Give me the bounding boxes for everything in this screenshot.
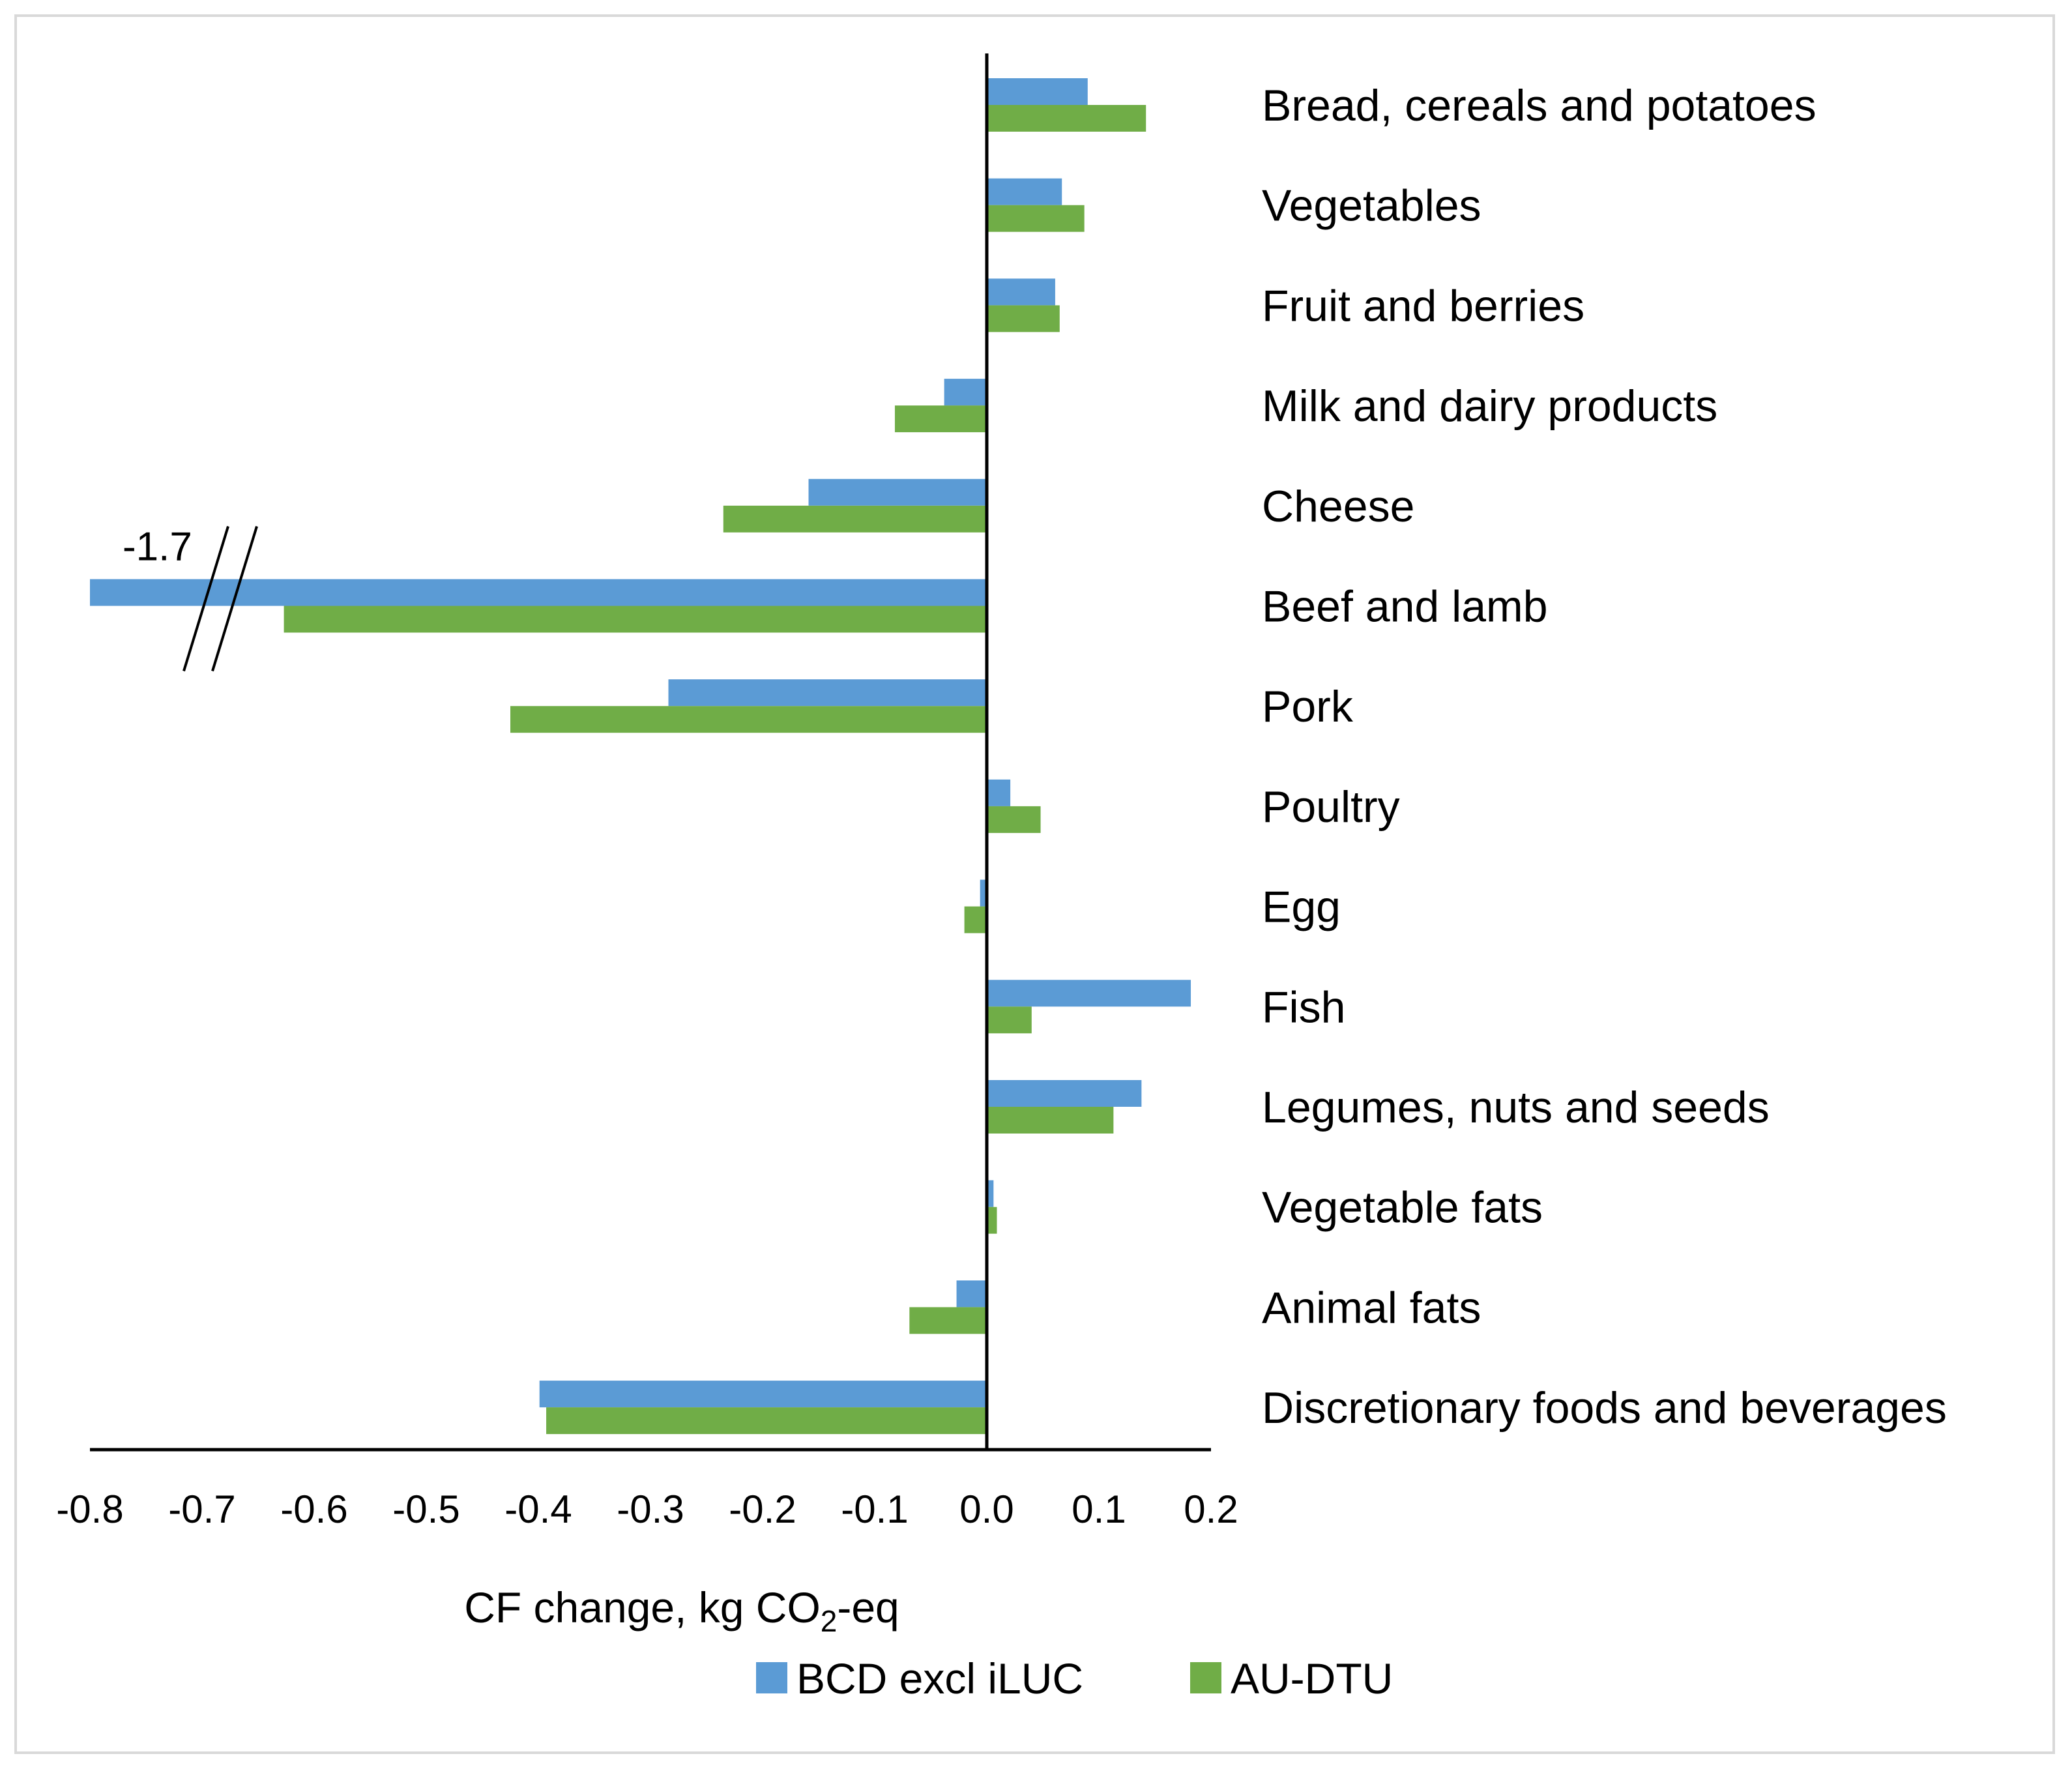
- bars-layer: [90, 78, 1191, 1435]
- bar-bcd-excl-iluc-vegetable-fats: [987, 1180, 994, 1207]
- x-axis-title-subscript: 2: [821, 1604, 838, 1638]
- bar-bcd-excl-iluc-fish: [987, 980, 1191, 1007]
- x-tick-label: -0.1: [841, 1487, 908, 1531]
- category-label-legumes-nuts-and-seeds: Legumes, nuts and seeds: [1262, 1083, 1770, 1132]
- legend-swatch-au-dtu: [1190, 1662, 1221, 1693]
- bar-au-dtu-legumes-nuts-and-seeds: [987, 1107, 1114, 1134]
- bar-au-dtu-poultry: [987, 806, 1041, 833]
- category-label-poultry: Poultry: [1262, 782, 1400, 832]
- bar-bcd-excl-iluc-fruit-and-berries: [987, 278, 1055, 306]
- bar-au-dtu-milk-and-dairy-products: [894, 405, 987, 433]
- axis-break-label: -1.7: [123, 525, 192, 570]
- legend: BCD excl iLUC AU-DTU: [756, 1654, 1393, 1703]
- bar-bcd-excl-iluc-beef-and-lamb: [90, 579, 987, 606]
- bar-au-dtu-vegetable-fats: [987, 1207, 997, 1234]
- x-tick-label: -0.7: [168, 1487, 235, 1531]
- bar-bcd-excl-iluc-pork: [668, 679, 987, 707]
- bar-bcd-excl-iluc-legumes-nuts-and-seeds: [987, 1080, 1142, 1107]
- legend-label-bcd-excl-iluc: BCD excl iLUC: [796, 1654, 1083, 1703]
- bar-au-dtu-beef-and-lamb: [284, 606, 987, 633]
- bar-bcd-excl-iluc-vegetables: [987, 178, 1062, 205]
- bar-bcd-excl-iluc-poultry: [987, 779, 1011, 806]
- category-label-bread-cereals-and-potatoes: Bread, cereals and potatoes: [1262, 81, 1817, 130]
- x-tick-label: -0.4: [504, 1487, 572, 1531]
- axis-break: -1.7: [123, 525, 258, 672]
- bar-au-dtu-animal-fats: [909, 1307, 987, 1334]
- bar-au-dtu-cheese: [723, 505, 987, 533]
- bar-au-dtu-pork: [510, 706, 987, 733]
- x-tick-label: -0.5: [392, 1487, 460, 1531]
- x-tick-label: 0.1: [1072, 1487, 1126, 1531]
- category-label-milk-and-dairy-products: Milk and dairy products: [1262, 381, 1717, 431]
- x-tick-label: 0.2: [1184, 1487, 1238, 1531]
- category-label-fish: Fish: [1262, 982, 1345, 1032]
- bar-au-dtu-vegetables: [987, 205, 1085, 232]
- chart-frame: Bread, cereals and potatoes Vegetables Fru…: [14, 14, 2055, 1754]
- x-tick-label: -0.6: [280, 1487, 347, 1531]
- bar-bcd-excl-iluc-milk-and-dairy-products: [944, 379, 987, 406]
- bar-au-dtu-discretionary-foods-and-beverages: [546, 1407, 987, 1435]
- bar-au-dtu-fish: [987, 1006, 1032, 1034]
- bar-au-dtu-fruit-and-berries: [987, 305, 1060, 332]
- bar-bcd-excl-iluc-discretionary-foods-and-beverages: [539, 1381, 987, 1408]
- x-axis-title-prefix: CF change, kg CO: [464, 1583, 821, 1632]
- x-axis-title: CF change, kg CO2-eq: [464, 1583, 899, 1638]
- category-label-pork: Pork: [1262, 682, 1354, 731]
- x-tick-label: -0.8: [56, 1487, 123, 1531]
- x-tick-label: -0.2: [729, 1487, 796, 1531]
- category-label-discretionary-foods-and-beverages: Discretionary foods and beverages: [1262, 1383, 1947, 1433]
- category-label-cheese: Cheese: [1262, 482, 1414, 531]
- axes-layer: [90, 53, 1211, 1452]
- category-label-egg: Egg: [1262, 883, 1341, 932]
- axis-break-slash: [182, 525, 229, 672]
- bar-chart: Bread, cereals and potatoes Vegetables Fru…: [56, 53, 1947, 1703]
- bar-bcd-excl-iluc-animal-fats: [956, 1280, 987, 1308]
- category-label-vegetable-fats: Vegetable fats: [1262, 1183, 1543, 1233]
- category-label-animal-fats: Animal fats: [1262, 1283, 1481, 1332]
- labels-layer: Bread, cereals and potatoes Vegetables Fru…: [56, 81, 1947, 1531]
- legend-label-au-dtu: AU-DTU: [1231, 1654, 1393, 1703]
- bar-bcd-excl-iluc-egg: [980, 879, 987, 907]
- x-tick-label: -0.3: [617, 1487, 684, 1531]
- bar-au-dtu-egg: [964, 906, 987, 933]
- legend-swatch-bcd-excl-iluc: [756, 1662, 787, 1693]
- axis-break-slash: [211, 525, 258, 672]
- x-axis-title-suffix: -eq: [837, 1583, 899, 1632]
- category-label-fruit-and-berries: Fruit and berries: [1262, 281, 1584, 330]
- bar-au-dtu-bread-cereals-and-potatoes: [987, 105, 1146, 132]
- category-label-beef-and-lamb: Beef and lamb: [1262, 582, 1548, 632]
- bar-bcd-excl-iluc-cheese: [808, 478, 987, 506]
- category-label-vegetables: Vegetables: [1262, 181, 1481, 231]
- x-tick-label: 0.0: [959, 1487, 1014, 1531]
- bar-bcd-excl-iluc-bread-cereals-and-potatoes: [987, 78, 1088, 105]
